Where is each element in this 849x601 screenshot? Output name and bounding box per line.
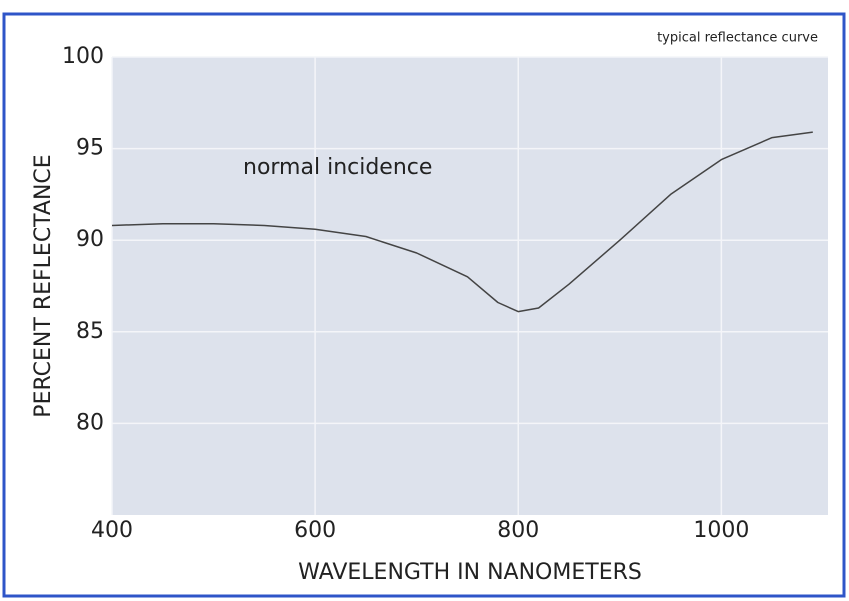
y-tick-label: 100 <box>62 44 104 69</box>
x-tick-label: 400 <box>91 518 133 543</box>
x-axis-label: WAVELENGTH IN NANOMETERS <box>298 560 642 585</box>
x-tick-label: 600 <box>294 518 336 543</box>
annotation: normal incidence <box>243 155 432 180</box>
y-tick-label: 85 <box>76 319 104 344</box>
y-tick-label: 95 <box>76 136 104 161</box>
y-axis-label: PERCENT REFLECTANCE <box>31 154 56 417</box>
chart-title: typical reflectance curve <box>657 31 818 46</box>
y-tick-label: 80 <box>76 410 104 435</box>
plot-area <box>112 57 828 515</box>
y-tick-label: 90 <box>76 227 104 252</box>
x-tick-label: 1000 <box>693 518 749 543</box>
reflectance-line <box>111 131 813 313</box>
x-tick-label: 800 <box>497 518 539 543</box>
